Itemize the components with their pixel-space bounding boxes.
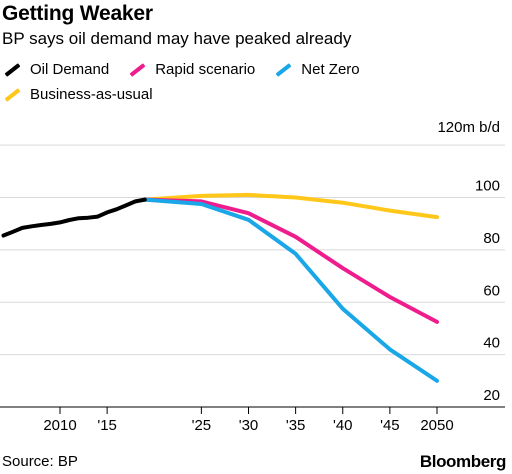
x-tick-label-2050: 2050 [420,417,453,434]
chart-subtitle: BP says oil demand may have peaked alrea… [2,29,352,48]
y-axis-ticks: 20 40 60 80 100 [475,178,500,405]
series-line-net-zero [142,197,439,383]
chart-title: Getting Weaker [2,2,153,25]
y-axis-unit-label: 120m b/d [437,119,500,136]
x-tick-label-2010: 2010 [43,417,76,434]
y-tick-label-60: 60 [483,282,500,299]
gridlines [0,144,505,408]
x-tick-label-2030: '30 [239,417,259,434]
legend-label-rapid-scenario: Rapid scenario [155,61,256,78]
series-line-oil-demand [1,197,147,238]
legend-label-net-zero: Net Zero [301,61,360,78]
x-tick-label-2040: '40 [333,417,353,434]
legend-row-2: Business-as-usual [4,86,173,103]
bloomberg-logo: Bloomberg [419,452,507,471]
legend-item-oil-demand: Oil Demand [4,61,109,78]
y-tick-label-80: 80 [483,230,500,247]
legend-item-rapid-scenario: Rapid scenario [129,61,255,78]
series-lines [1,192,439,383]
x-axis-ticks: 2010 '15 '25 '30 '35 '40 '45 2050 [43,407,454,434]
x-tick-label-2035: '35 [286,417,306,434]
x-tick-label-2015: '15 [97,417,117,434]
y-tick-label-20: 20 [483,387,500,404]
legend-row-1: Oil Demand Rapid scenario Net Zero [4,61,380,78]
y-tick-label-100: 100 [475,178,500,195]
series-line-business-as-usual [142,192,439,220]
source-note: Source: BP [2,453,78,470]
series-line-rapid-scenario [142,197,439,324]
x-tick-label-2045: '45 [380,417,400,434]
legend-label-business-as-usual: Business-as-usual [30,86,153,103]
y-tick-label-40: 40 [483,335,500,352]
legend-item-net-zero: Net Zero [275,61,360,78]
x-tick-label-2025: '25 [192,417,212,434]
legend-label-oil-demand: Oil Demand [30,61,110,78]
legend-item-business-as-usual: Business-as-usual [4,86,153,103]
